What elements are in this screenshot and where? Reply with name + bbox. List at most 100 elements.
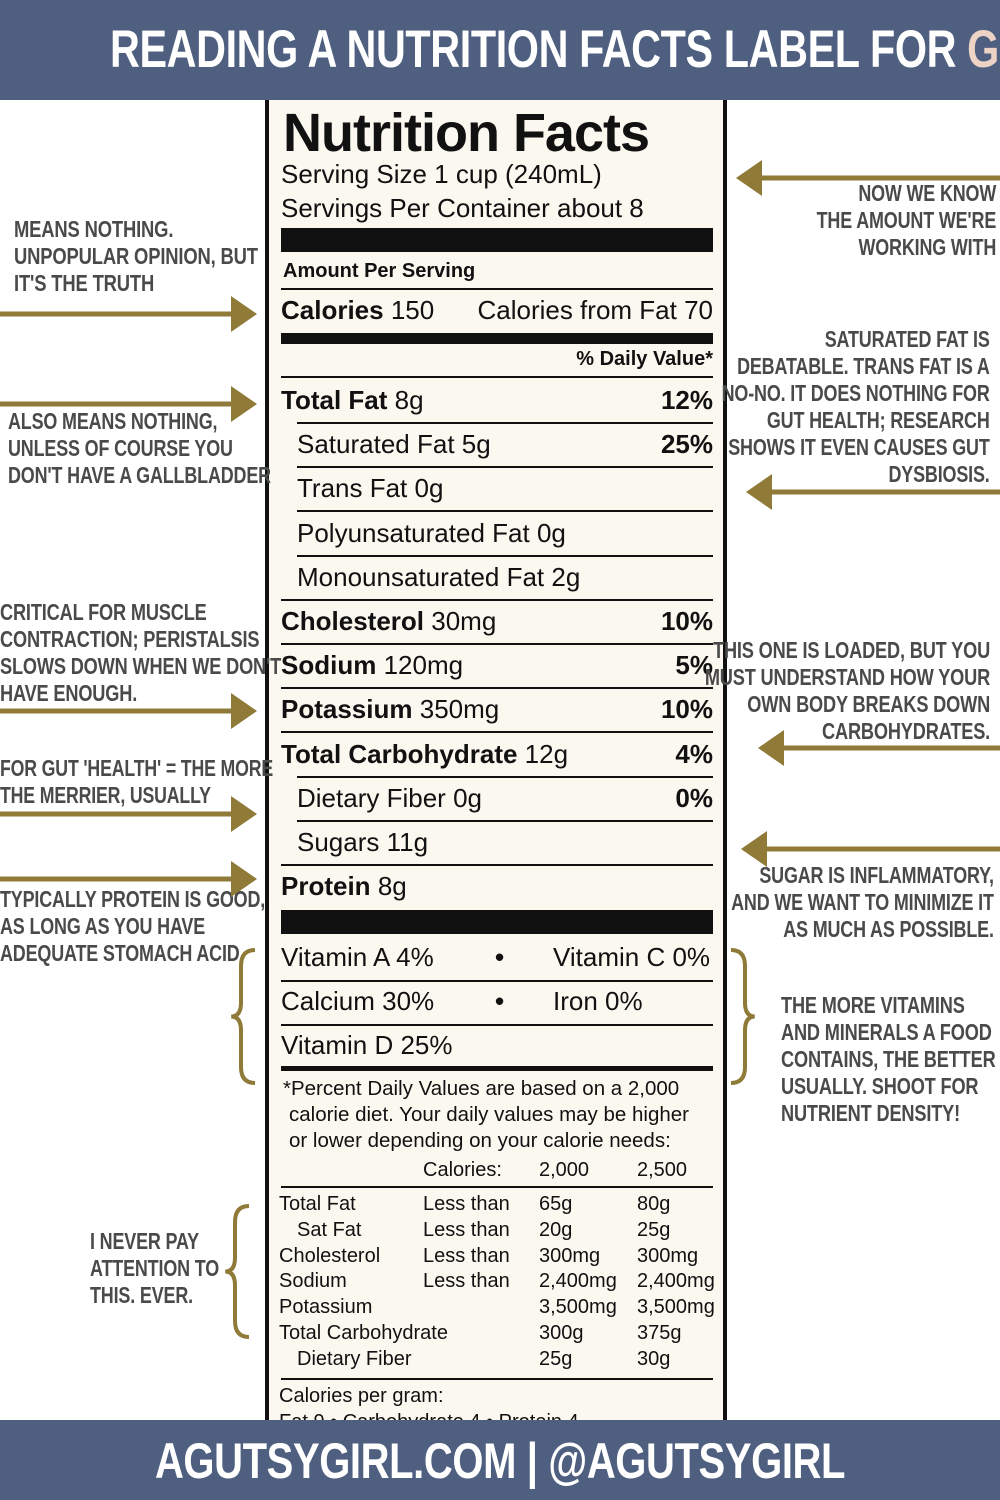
nutrient-name: Monounsaturated Fat [297,561,545,592]
label-title: Nutrition Facts [283,103,650,163]
dv-table-cell: 300mg [539,1244,601,1267]
annotation-line: GUT HEALTH; RESEARCH [767,407,990,433]
nutrient-name: Total Fat [281,385,388,415]
dv-table-cell: Cholesterol [279,1244,381,1267]
dv-table-cell: 300mg [637,1244,699,1267]
annotation-line: UNLESS OF COURSE YOU [8,435,233,461]
serving-size: Serving Size 1 cup (240mL) [281,159,602,189]
annotation-line: THIS. EVER. [90,1282,193,1308]
annotation-line: ADEQUATE STOMACH ACID [0,940,240,966]
nutrient-name: Total Carbohydrate [281,738,518,769]
annotation-line: ATTENTION TO [90,1255,220,1281]
dv-table-cell: 65g [539,1193,573,1215]
dv-table-header-label: Calories: [423,1159,502,1181]
calcium: Calcium 30% [281,986,435,1016]
calories-per-gram: Calories per gram: [279,1385,444,1407]
annotation-line: DYSBIOSIS. [888,461,990,487]
dv-table-cell: Less than [423,1193,510,1215]
nutrient-daily-value: 4% [675,738,713,769]
annotation-line: CARBOHYDRATES. [821,718,990,744]
annotation-left-1: ALSO MEANS NOTHING, UNLESS OF COURSE YOU D… [8,408,271,489]
nutrition-facts-label: Nutrition Facts Serving Size 1 cup (240m… [265,100,727,1420]
annotation-line: THE MORE VITAMINS [781,992,965,1018]
rule [297,422,713,424]
calories-per-gram-detail: Fat 9 • Carbohydrate 4 • Protein 4 [279,1410,579,1420]
rule [297,510,713,513]
annotation-line: MEANS NOTHING. [14,216,174,242]
nutrient-name: Polyunsaturated Fat [297,517,530,548]
brace [225,1204,250,1339]
dv-table-cell: 2,400mg [637,1270,715,1293]
brace [231,948,256,1085]
nutrient-row: Monounsaturated Fat 2g [297,561,713,593]
calories-row: Calories 150 Calories from Fat 70 [281,294,713,326]
brace [730,948,755,1085]
nutrient-row: Cholesterol 30mg 10% [281,605,713,637]
annotation-right-1: SATURATED FAT IS DEBATABLE. TRANS FAT IS … [722,326,990,488]
footnote-line: *Percent Daily Values are based on a 2,0… [283,1077,680,1100]
annotation-line: DEBATABLE. TRANS FAT IS A [737,353,990,379]
arrow-head-left [746,474,772,510]
nutrient-name: Sodium [281,650,377,681]
header-banner: READING A NUTRITION FACTS LABEL FOR GUT … [0,0,1000,100]
annotation-line: SHOWS IT EVEN CAUSES GUT [728,434,991,460]
rule [297,819,713,822]
annotation-left-3: FOR GUT 'HEALTH' = THE MORE THE MERRIER, … [0,755,273,809]
nutrient-amount: 30mg [431,606,497,636]
annotation-line: NOW WE KNOW [858,180,996,206]
annotation-line: NUTRIENT DENSITY! [781,1100,961,1126]
annotation-line: SLOWS DOWN WHEN WE DON'T [0,653,282,679]
calories-label: Calories [281,295,384,325]
thick-rule [281,228,713,252]
rule [281,598,713,601]
annotation-line: AS MUCH AS POSSIBLE. [783,916,994,942]
annotation-line: DON'T HAVE A GALLBLADDER [8,462,271,488]
nutrient-name: Dietary Fiber [297,782,446,813]
nutrient-row: Polyunsaturated Fat 0g [297,517,713,549]
medium-rule [281,1066,713,1071]
nutrient-amount: 11g [386,827,429,857]
nutrient-row: Trans Fat 0g [297,472,713,504]
vitamin-a: Vitamin A 4% [281,942,434,972]
nutrient-name: Protein [281,871,371,902]
footnote-line: calorie diet. Your daily values may be h… [289,1103,689,1126]
annotation-right-4: THE MORE VITAMINS AND MINERALS A FOOD CONT… [781,992,996,1127]
nutrient-daily-value: 5% [675,650,713,681]
dv-table-cell: 3,500mg [539,1296,617,1319]
annotation-line: AS LONG AS YOU HAVE [0,913,206,939]
annotation-line: CONTRACTION; PERISTALSIS [0,626,260,652]
dv-table-header-2500: 2,500 [637,1159,688,1181]
daily-value-header: % Daily Value* [576,348,713,370]
nutrient-amount: 350mg [419,694,500,725]
nutrient-daily-value: 0% [675,782,713,813]
nutrient-amount: 0g [536,517,566,548]
annotation-line: MUST UNDERSTAND HOW YOUR [704,664,990,690]
arrow-head-left [736,160,762,196]
footnote-line: or lower depending on your calorie needs… [289,1129,671,1152]
rule [281,376,713,378]
nutrient-row: Dietary Fiber 0g 0% [297,782,713,814]
iron: Iron 0% [553,986,643,1016]
rule [297,466,713,469]
rule [297,775,713,778]
dv-table-cell: 3,500mg [637,1296,715,1319]
annotation-line: AND WE WANT TO MINIMIZE IT [731,889,994,915]
arrow-head-left [758,730,784,766]
nutrient-daily-value: 12% [660,385,713,415]
nutrient-amount: 120mg [383,650,464,681]
arrow-head-right [231,861,257,897]
annotation-line: CRITICAL FOR MUSCLE [0,599,207,625]
dv-table-cell: Dietary Fiber [297,1347,412,1370]
annotation-left-5: I NEVER PAY ATTENTION TO THIS. EVER. [90,1228,219,1309]
servings-per-container: Servings Per Container about 8 [281,193,644,223]
annotation-line: SATURATED FAT IS [825,326,990,352]
bullet: • [495,942,505,972]
rule [281,643,713,645]
annotation-line: UNPOPULAR OPINION, BUT [14,243,258,269]
nutrient-daily-value: 10% [660,694,713,725]
dv-table-cell: Sat Fat [297,1218,362,1241]
dv-table-header-2000: 2,000 [539,1159,590,1181]
rule [281,1186,713,1188]
vitamin-c: Vitamin C 0% [553,942,711,972]
